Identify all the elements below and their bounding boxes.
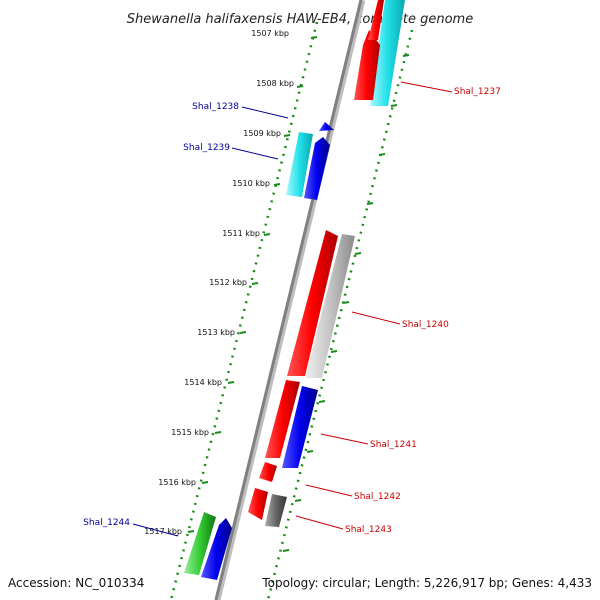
gene-feature-shal-1238[interactable] (319, 122, 334, 131)
leader-shal-1241 (320, 433, 369, 445)
features-reverse (184, 122, 334, 580)
gene-feature-shal-1241-red[interactable] (265, 380, 300, 458)
gene-feature-shal-1243-red[interactable] (248, 488, 268, 520)
gene-label-shal-1237[interactable]: Shal_1237 (454, 87, 501, 97)
tick-label: 1510 kbp (232, 179, 270, 188)
tick-label: 1508 kbp (256, 79, 294, 88)
tick-label: 1512 kbp (209, 278, 247, 287)
gene-feature-shal-1244-blue[interactable] (201, 518, 232, 580)
leader-shal-1243 (295, 515, 344, 530)
gene-feature-shal-1243-darkgrey[interactable] (265, 494, 287, 527)
leader-shal-1238 (241, 106, 289, 119)
tick-label: 1507 kbp (251, 29, 289, 38)
gene-feature-shal-1237-red[interactable] (354, 30, 380, 100)
genome-backbone (214, 0, 363, 600)
leader-shal-1244 (132, 523, 179, 537)
kbp-tick-labels: 1507 kbp 1508 kbp 1509 kbp 1510 kbp 1511… (144, 29, 294, 536)
gene-feature-partial-red[interactable] (368, 0, 384, 40)
leader-shal-1242 (305, 484, 353, 497)
gene-label-shal-1238[interactable]: Shal_1238 (192, 102, 239, 112)
gene-label-shal-1241[interactable]: Shal_1241 (370, 440, 417, 450)
gene-label-shal-1239[interactable]: Shal_1239 (183, 143, 230, 153)
map-title: Shewanella halifaxensis HAW-EB4, complet… (127, 12, 473, 27)
tick-label: 1516 kbp (158, 478, 196, 487)
gene-feature-shal-1239-cyan[interactable] (286, 132, 313, 197)
gene-feature-shal-1239-blue[interactable] (304, 137, 330, 200)
tick-label: 1513 kbp (197, 328, 235, 337)
tick-marks (187, 36, 410, 552)
gene-feature-shal-1240-red[interactable] (287, 230, 338, 376)
outer-tick-ruler (266, 29, 414, 600)
leader-shal-1240 (351, 311, 401, 325)
gene-feature-shal-1237-cyan[interactable] (370, 0, 405, 106)
inner-tick-ruler (169, 21, 319, 600)
gene-label-shal-1242[interactable]: Shal_1242 (354, 492, 401, 502)
features-forward (248, 0, 405, 527)
tick-label: 1511 kbp (222, 229, 260, 238)
tick-label: 1517 kbp (144, 527, 182, 536)
gene-labels: Shal_1237 Shal_1238 Shal_1239 Shal_1240 … (83, 87, 501, 535)
gene-label-shal-1240[interactable]: Shal_1240 (402, 320, 449, 330)
leader-shal-1239 (231, 147, 279, 160)
tick-label: 1509 kbp (243, 129, 281, 138)
tick-label: 1514 kbp (184, 378, 222, 387)
tick-label: 1515 kbp (171, 428, 209, 437)
gene-feature-shal-1242-red[interactable] (259, 462, 277, 482)
gene-feature-shal-1241-blue[interactable] (282, 386, 318, 468)
gene-feature-shal-1244-green[interactable] (184, 512, 216, 575)
leader-shal-1237 (400, 81, 453, 93)
accession-text: Accession: NC_010334 (8, 576, 144, 590)
genome-summary-text: Topology: circular; Length: 5,226,917 bp… (261, 576, 592, 590)
gene-feature-shal-1240-grey[interactable] (305, 234, 355, 378)
label-leaders (132, 81, 453, 537)
gene-label-shal-1244[interactable]: Shal_1244 (83, 518, 130, 528)
gene-label-shal-1243[interactable]: Shal_1243 (345, 525, 392, 535)
